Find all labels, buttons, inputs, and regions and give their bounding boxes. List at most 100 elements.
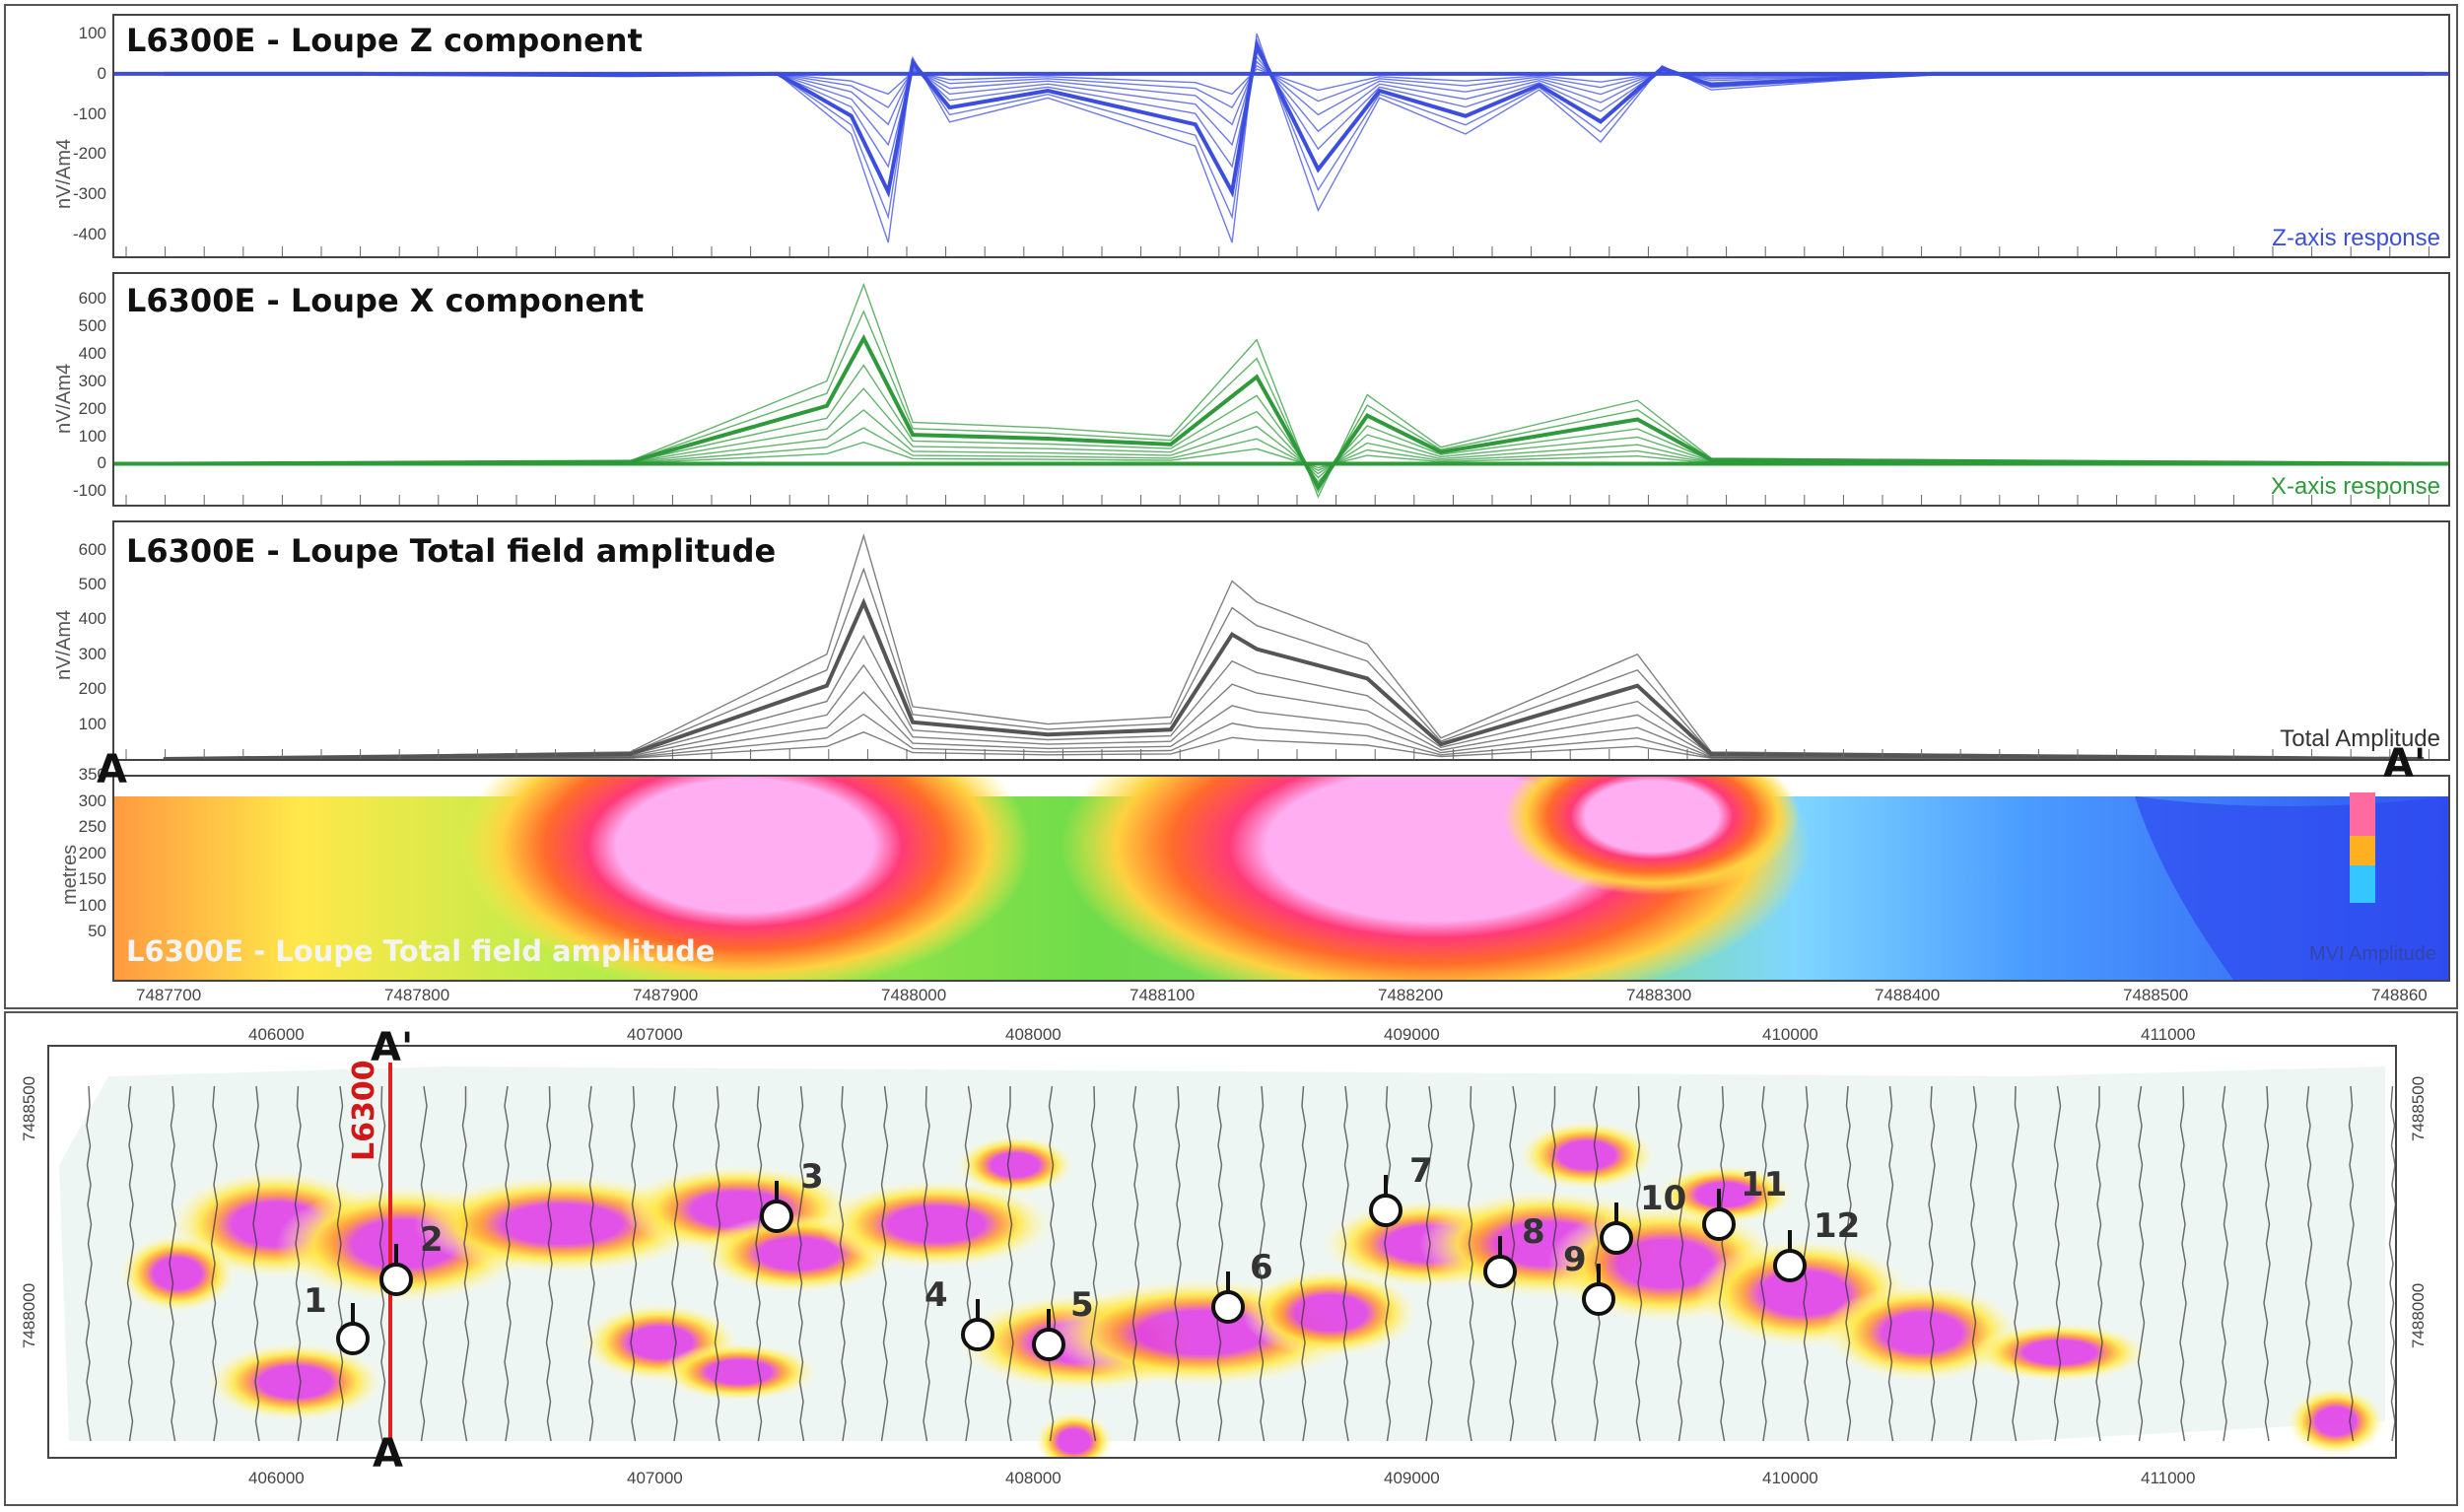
flight-line <box>420 1085 428 1442</box>
flight-line <box>2095 1086 2103 1442</box>
ytick-label: 200 <box>78 679 106 699</box>
target-circle[interactable] <box>1211 1290 1245 1324</box>
target-label: 2 <box>420 1220 444 1260</box>
flight-line <box>964 1085 973 1442</box>
x-component-plot <box>114 282 2448 505</box>
flight-line <box>1258 1085 1266 1442</box>
target-label: 6 <box>1250 1248 1273 1287</box>
target-label: 9 <box>1563 1240 1587 1279</box>
section-marker-a: A <box>97 747 127 792</box>
map-xtick-label: 409000 <box>1384 1025 1440 1044</box>
series-line <box>163 36 2425 220</box>
target-label: 12 <box>1814 1206 1861 1246</box>
series-line <box>163 364 2425 484</box>
anomaly-blob <box>818 1180 1055 1269</box>
series-line <box>163 60 2425 126</box>
target-circle[interactable] <box>1032 1328 1065 1361</box>
x-component-panel: L6300E - Loupe X component X-axis respon… <box>112 272 2450 507</box>
series-line <box>163 409 2425 475</box>
ytick-label: 100 <box>78 714 106 733</box>
map-xtick-label: 406000 <box>248 1469 305 1487</box>
flight-line <box>336 1085 344 1442</box>
target-stick <box>1047 1309 1051 1329</box>
ytick-label: -300 <box>72 184 106 204</box>
target-stick <box>1788 1230 1792 1250</box>
flight-line <box>1467 1085 1475 1442</box>
flight-line <box>755 1085 763 1442</box>
ytick-label: 100 <box>78 895 106 915</box>
target-circle[interactable] <box>336 1322 370 1355</box>
target-stick <box>1597 1264 1601 1283</box>
map-xtick-label: 408000 <box>1005 1025 1061 1044</box>
xtick-label: 7488500 <box>2123 986 2189 1004</box>
series-line <box>163 663 2425 759</box>
series-line <box>163 33 2425 243</box>
mvi-section-panel: L6300E - Loupe Total field amplitude MVI… <box>112 775 2450 982</box>
flight-line <box>671 1085 679 1442</box>
flight-line <box>1215 1085 1224 1442</box>
map-xtick-label: 411000 <box>2141 1469 2196 1487</box>
total-amplitude-plot <box>125 533 2430 759</box>
target-stick <box>394 1244 398 1264</box>
xtick-label: 7487900 <box>633 986 699 1004</box>
flight-line <box>2012 1085 2019 1442</box>
flight-line <box>1634 1085 1643 1442</box>
ytick-label: 150 <box>78 869 106 888</box>
ytick-label: 200 <box>78 843 106 862</box>
target-label: 3 <box>800 1157 824 1197</box>
map-xtick-label: 408000 <box>1005 1469 1061 1487</box>
flight-line <box>2388 1085 2395 1442</box>
ytick-label: 250 <box>78 817 106 836</box>
xtick-label: 7488300 <box>1626 986 1692 1004</box>
ytick-label: 100 <box>78 24 106 43</box>
z-response-label: Z-axis response <box>2272 225 2440 251</box>
section-axis-ylabel: metres <box>59 844 81 905</box>
target-circle[interactable] <box>961 1318 994 1351</box>
flight-line <box>504 1085 512 1442</box>
target-stick <box>775 1181 779 1201</box>
target-circle[interactable] <box>1702 1207 1736 1241</box>
xtick-label: 7488100 <box>1129 986 1196 1004</box>
total-amplitude-panel: L6300E - Loupe Total field amplitude Tot… <box>112 520 2450 761</box>
target-circle[interactable] <box>1773 1249 1807 1282</box>
target-stick <box>351 1303 355 1323</box>
xtick-label: 748860 <box>2371 986 2428 1004</box>
target-circle[interactable] <box>1582 1282 1615 1316</box>
map-xtick-label: 407000 <box>627 1469 683 1487</box>
flight-line <box>1677 1085 1684 1442</box>
anomaly-blob <box>660 1342 818 1402</box>
target-circle[interactable] <box>760 1200 793 1233</box>
target-circle[interactable] <box>1369 1194 1403 1227</box>
flight-line <box>377 1085 386 1442</box>
ytick-label: -100 <box>72 103 106 123</box>
ytick-label: 600 <box>78 288 106 308</box>
ytick-label: 50 <box>88 922 106 940</box>
target-label: 8 <box>1522 1212 1545 1252</box>
target-circle[interactable] <box>1483 1255 1517 1288</box>
flight-line <box>169 1085 176 1442</box>
series-line <box>163 334 2425 491</box>
ytick-label: 500 <box>78 575 106 594</box>
ytick-label: 0 <box>97 63 106 83</box>
map-ytick-label: 7488000 <box>2409 1282 2428 1348</box>
ytick-label: 600 <box>78 539 106 559</box>
flight-line <box>294 1085 303 1442</box>
ytick-label: 400 <box>78 343 106 363</box>
map-marker-a: A <box>373 1431 403 1477</box>
flight-line <box>2179 1085 2187 1442</box>
flight-line <box>629 1085 638 1442</box>
target-label: 7 <box>1409 1151 1433 1191</box>
target-label: 5 <box>1070 1285 1094 1325</box>
flight-line <box>880 1085 889 1442</box>
ytick-label: -400 <box>72 224 106 243</box>
anomaly-blob <box>118 1234 237 1313</box>
series-line <box>163 427 2425 471</box>
flight-line <box>1383 1085 1392 1442</box>
flight-line <box>839 1085 847 1442</box>
target-circle[interactable] <box>379 1263 413 1296</box>
target-circle[interactable] <box>1600 1221 1633 1255</box>
flight-line <box>587 1085 595 1442</box>
z-panel-title: L6300E - Loupe Z component <box>126 22 643 59</box>
flight-line <box>923 1085 930 1442</box>
total-response-label: Total Amplitude <box>2280 725 2440 752</box>
